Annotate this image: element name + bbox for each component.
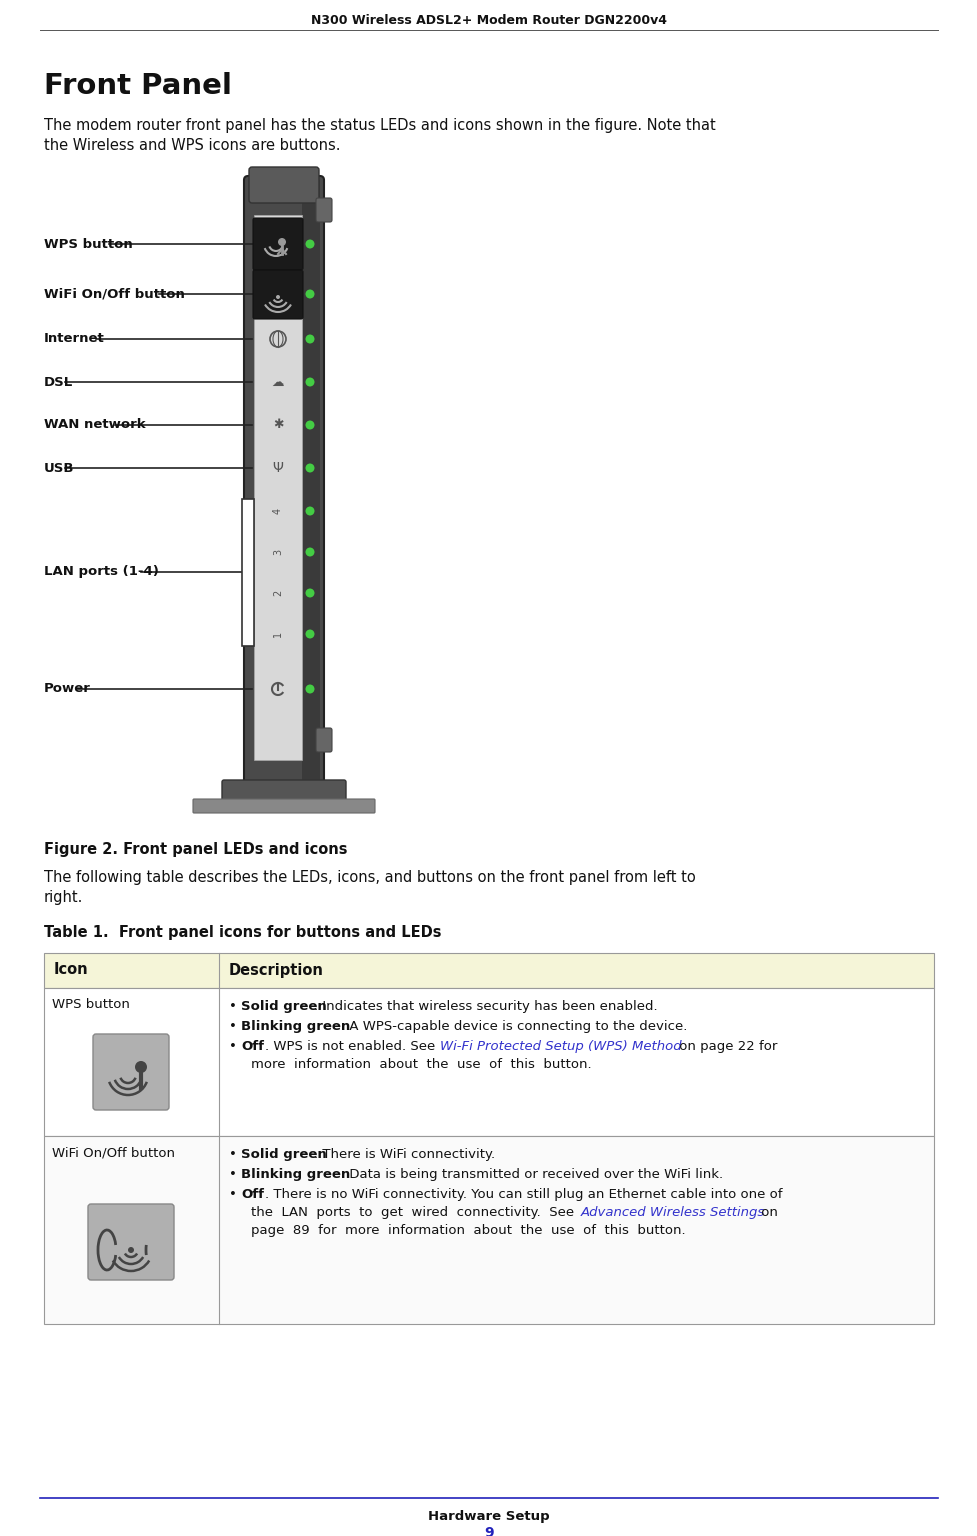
- Text: . There is WiFi connectivity.: . There is WiFi connectivity.: [314, 1147, 494, 1161]
- Circle shape: [277, 238, 285, 246]
- Text: Figure 2. Front panel LEDs and icons: Figure 2. Front panel LEDs and icons: [44, 842, 347, 857]
- FancyBboxPatch shape: [253, 218, 303, 270]
- Circle shape: [305, 335, 315, 344]
- Circle shape: [305, 685, 315, 693]
- Text: •: •: [229, 1000, 241, 1014]
- Text: Description: Description: [229, 963, 323, 977]
- Text: •: •: [229, 1147, 241, 1161]
- Circle shape: [276, 295, 279, 300]
- Text: USB: USB: [44, 461, 74, 475]
- Text: Table 1.  Front panel icons for buttons and LEDs: Table 1. Front panel icons for buttons a…: [44, 925, 441, 940]
- Text: Icon: Icon: [54, 963, 89, 977]
- Bar: [44, 952, 933, 988]
- Text: •: •: [229, 1020, 241, 1034]
- Text: on: on: [756, 1206, 777, 1220]
- FancyBboxPatch shape: [249, 167, 319, 203]
- Circle shape: [305, 507, 315, 516]
- Text: Power: Power: [44, 682, 91, 696]
- Text: WPS button: WPS button: [52, 998, 130, 1011]
- Circle shape: [305, 240, 315, 249]
- Text: •: •: [229, 1167, 241, 1181]
- Text: WAN network: WAN network: [44, 418, 146, 432]
- Bar: [254, 215, 302, 760]
- Text: on page 22 for: on page 22 for: [674, 1040, 777, 1054]
- Text: 9: 9: [484, 1525, 493, 1536]
- Text: •: •: [229, 1040, 241, 1054]
- Text: Ψ: Ψ: [273, 461, 283, 475]
- Text: Blinking green: Blinking green: [240, 1020, 350, 1034]
- Circle shape: [128, 1247, 134, 1253]
- FancyBboxPatch shape: [253, 270, 303, 319]
- Text: right.: right.: [44, 889, 83, 905]
- Circle shape: [305, 588, 315, 598]
- Text: . WPS is not enabled. See: . WPS is not enabled. See: [265, 1040, 439, 1054]
- Text: ✱: ✱: [273, 418, 283, 432]
- Text: ☁: ☁: [272, 375, 284, 389]
- Bar: [302, 180, 319, 790]
- Text: N300 Wireless ADSL2+ Modem Router DGN2200v4: N300 Wireless ADSL2+ Modem Router DGN220…: [311, 14, 666, 28]
- Text: Internet: Internet: [44, 332, 105, 346]
- Text: . Indicates that wireless security has been enabled.: . Indicates that wireless security has b…: [314, 1000, 657, 1014]
- Text: WiFi On/Off button: WiFi On/Off button: [44, 287, 185, 301]
- Text: 1: 1: [273, 631, 282, 637]
- Circle shape: [305, 630, 315, 639]
- Text: •: •: [229, 1187, 241, 1201]
- FancyBboxPatch shape: [316, 198, 331, 223]
- FancyBboxPatch shape: [222, 780, 346, 803]
- Text: WiFi On/Off button: WiFi On/Off button: [52, 1146, 175, 1160]
- Bar: [44, 988, 933, 1137]
- Circle shape: [305, 421, 315, 430]
- Text: 4: 4: [273, 508, 282, 515]
- FancyBboxPatch shape: [192, 799, 374, 813]
- FancyBboxPatch shape: [93, 1034, 169, 1111]
- Text: Solid green: Solid green: [240, 1000, 326, 1014]
- Text: 3: 3: [273, 548, 282, 554]
- Text: Off: Off: [240, 1187, 264, 1201]
- Text: 2: 2: [273, 590, 282, 596]
- Circle shape: [305, 378, 315, 387]
- Text: . Data is being transmitted or received over the WiFi link.: . Data is being transmitted or received …: [341, 1167, 722, 1181]
- FancyBboxPatch shape: [88, 1204, 174, 1279]
- Text: Hardware Setup: Hardware Setup: [428, 1510, 549, 1524]
- Text: more  information  about  the  use  of  this  button.: more information about the use of this b…: [251, 1058, 591, 1071]
- Text: the  LAN  ports  to  get  wired  connectivity.  See: the LAN ports to get wired connectivity.…: [251, 1206, 577, 1220]
- Text: Blinking green: Blinking green: [240, 1167, 350, 1181]
- Text: . There is no WiFi connectivity. You can still plug an Ethernet cable into one o: . There is no WiFi connectivity. You can…: [265, 1187, 782, 1201]
- Text: Solid green: Solid green: [240, 1147, 326, 1161]
- FancyBboxPatch shape: [316, 728, 331, 753]
- Text: Wi-Fi Protected Setup (WPS) Method: Wi-Fi Protected Setup (WPS) Method: [440, 1040, 681, 1054]
- Circle shape: [305, 464, 315, 473]
- Text: LAN ports (1-4): LAN ports (1-4): [44, 565, 158, 579]
- Text: The following table describes the LEDs, icons, and buttons on the front panel fr: The following table describes the LEDs, …: [44, 869, 695, 885]
- Text: Front Panel: Front Panel: [44, 72, 232, 100]
- Text: Advanced Wireless Settings: Advanced Wireless Settings: [580, 1206, 764, 1220]
- Text: WPS button: WPS button: [44, 238, 133, 250]
- FancyBboxPatch shape: [243, 177, 323, 794]
- Text: the Wireless and WPS icons are buttons.: the Wireless and WPS icons are buttons.: [44, 138, 340, 154]
- Text: page  89  for  more  information  about  the  use  of  this  button.: page 89 for more information about the u…: [251, 1224, 685, 1236]
- Bar: [44, 1137, 933, 1324]
- Text: The modem router front panel has the status LEDs and icons shown in the figure. : The modem router front panel has the sta…: [44, 118, 715, 134]
- Text: DSL: DSL: [44, 375, 73, 389]
- Bar: [241, 499, 254, 647]
- Circle shape: [305, 289, 315, 298]
- Circle shape: [305, 547, 315, 556]
- Text: Off: Off: [240, 1040, 264, 1054]
- Text: . A WPS-capable device is connecting to the device.: . A WPS-capable device is connecting to …: [341, 1020, 687, 1034]
- Circle shape: [135, 1061, 147, 1074]
